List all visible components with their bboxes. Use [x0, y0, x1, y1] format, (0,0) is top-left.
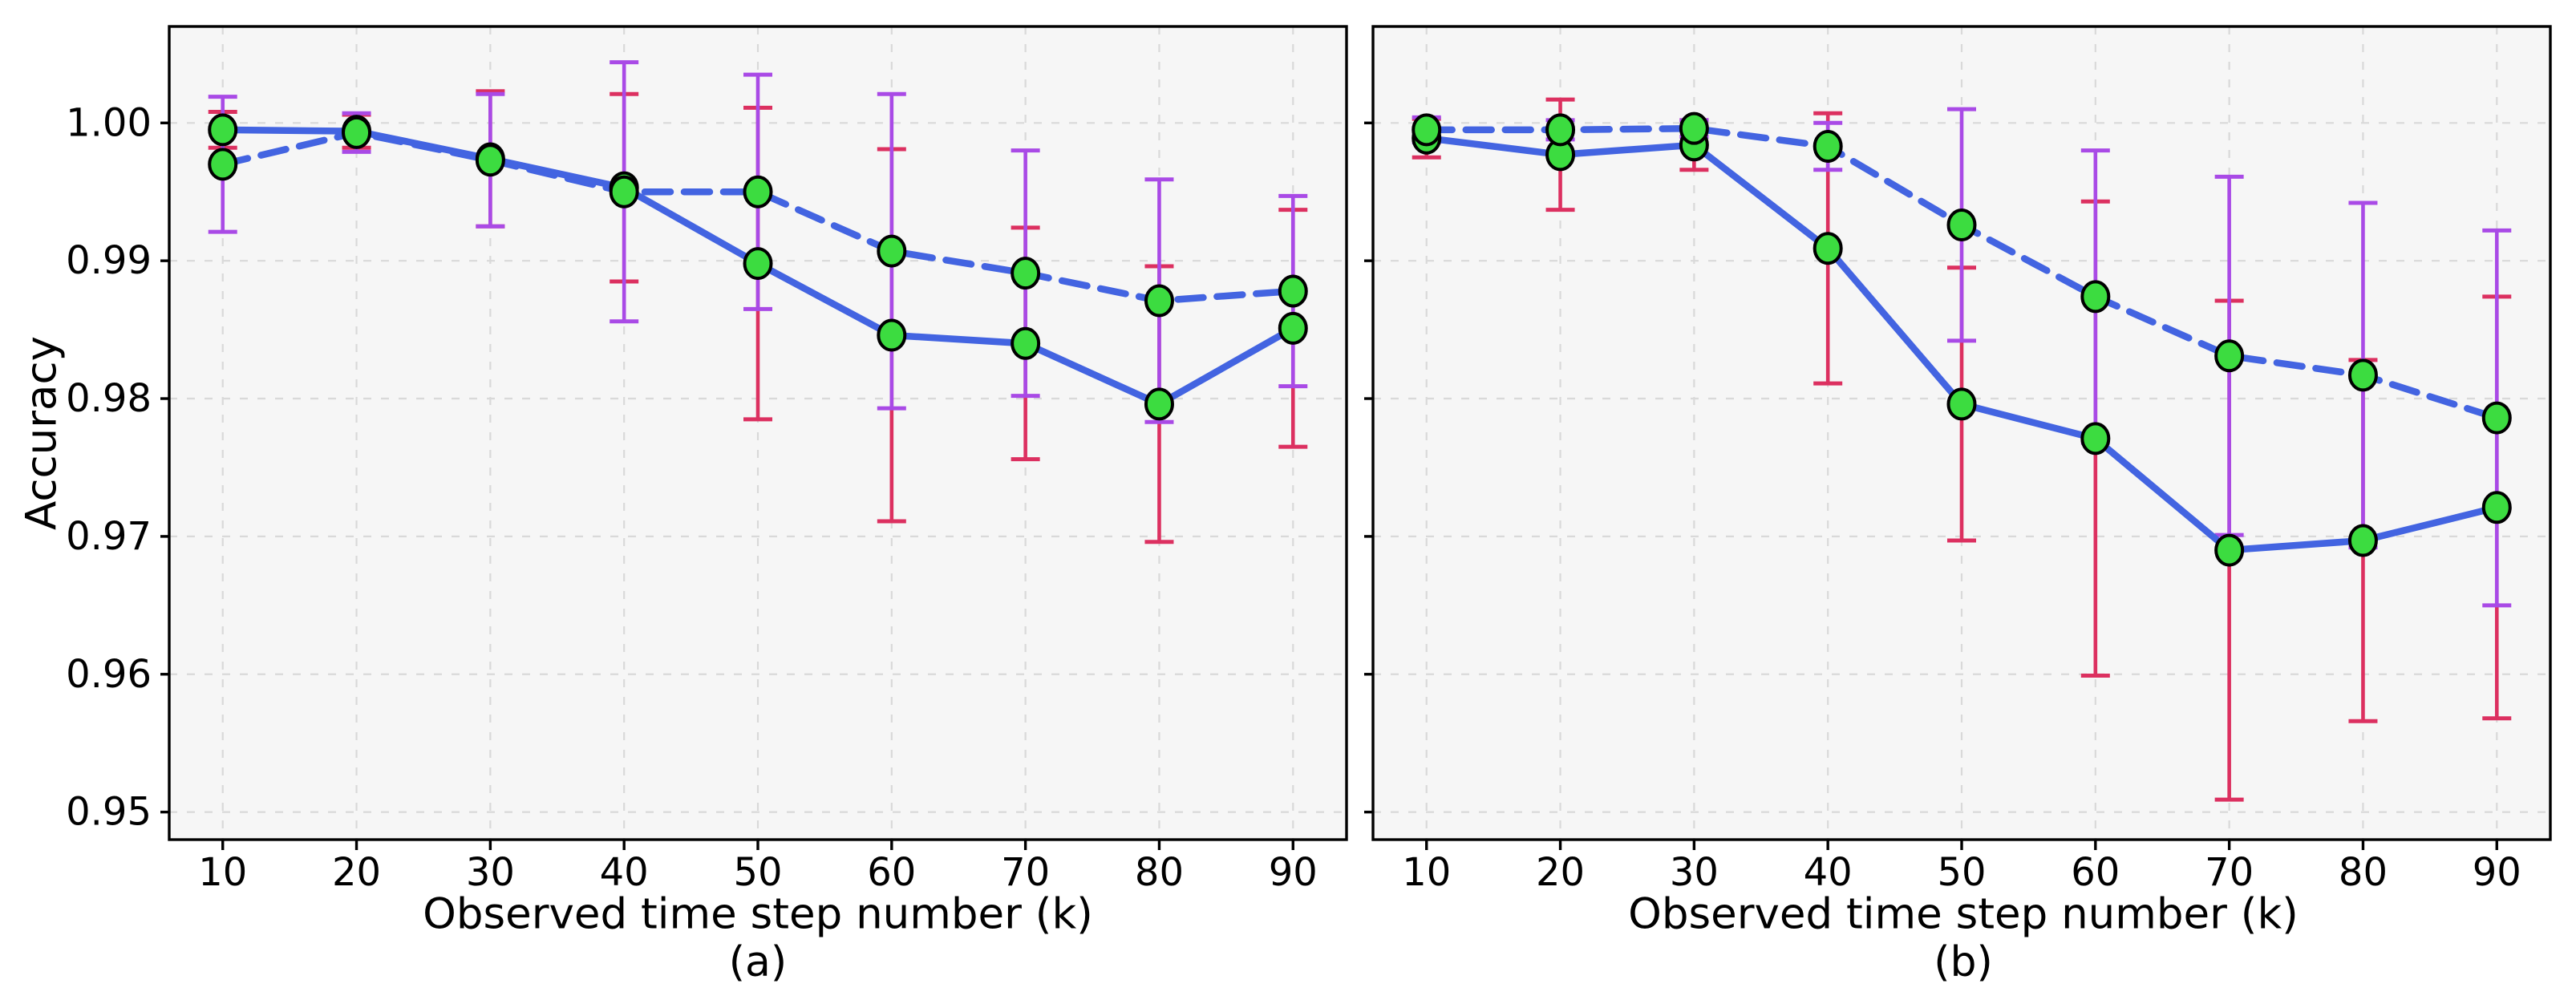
- x-tick-label: 20: [1536, 850, 1585, 895]
- y-ticks-b: [1364, 121, 1373, 814]
- x-tick-label: 40: [1804, 850, 1853, 895]
- x-tick-label: 60: [2071, 850, 2120, 895]
- data-marker: [1144, 284, 1174, 318]
- data-marker: [2080, 280, 2111, 314]
- data-marker: [342, 115, 372, 149]
- data-marker: [877, 234, 907, 268]
- data-marker: [2481, 401, 2512, 435]
- data-marker: [1946, 387, 1977, 421]
- data-marker: [1011, 326, 1041, 360]
- panel-b: 10 20 30 40 50 60 70 80 90: [1364, 25, 2552, 895]
- y-tick-label: 0.96: [66, 652, 152, 697]
- x-tick-label: 50: [1937, 850, 1986, 895]
- x-tick-label: 80: [2339, 850, 2388, 895]
- x-ticks-a: 10 20 30 40 50 60 70 80 90: [198, 840, 1318, 895]
- y-tick-label: 0.99: [66, 238, 152, 283]
- markers-dashed-line-a: [208, 115, 1308, 318]
- data-marker: [2347, 358, 2378, 392]
- data-marker: [1011, 257, 1041, 290]
- data-marker: [1946, 208, 1977, 241]
- caption-panel-b: (b): [1934, 938, 1993, 986]
- data-marker: [2214, 533, 2245, 567]
- x-tick-label: 30: [1670, 850, 1719, 895]
- data-marker: [208, 148, 238, 181]
- data-marker: [1813, 130, 1843, 164]
- x-tick-label: 70: [2205, 850, 2254, 895]
- data-marker: [2481, 491, 2512, 524]
- data-marker: [2080, 422, 2111, 455]
- data-marker: [1278, 274, 1308, 308]
- data-marker: [2347, 524, 2378, 557]
- x-tick-label: 10: [1402, 850, 1451, 895]
- data-marker: [743, 247, 773, 281]
- data-marker: [1679, 111, 1709, 145]
- data-marker: [743, 175, 773, 209]
- x-tick-label: 80: [1135, 850, 1184, 895]
- x-tick-label: 90: [1269, 850, 1318, 895]
- x-ticks-b: 10 20 30 40 50 60 70 80 90: [1402, 840, 2521, 895]
- x-tick-label: 30: [466, 850, 515, 895]
- y-tick-label: 1.00: [66, 100, 152, 145]
- data-marker: [208, 113, 238, 147]
- markers-dashed-line-b: [1412, 111, 2512, 435]
- x-tick-label: 90: [2473, 850, 2521, 895]
- caption-panel-a: (a): [728, 938, 788, 986]
- y-axis-label: Accuracy: [17, 336, 67, 530]
- y-tick-label: 0.95: [66, 790, 152, 835]
- x-tick-label: 20: [332, 850, 381, 895]
- data-marker: [609, 175, 639, 209]
- series-dashed-line-a: [219, 129, 1297, 305]
- x-axis-label-panel-b: Observed time step number (k): [1628, 889, 2299, 939]
- data-marker: [1144, 387, 1174, 421]
- x-tick-label: 60: [867, 850, 916, 895]
- data-marker: [1278, 311, 1308, 345]
- data-marker: [1412, 113, 1442, 147]
- y-tick-label: 0.98: [66, 376, 152, 421]
- data-marker: [475, 144, 505, 177]
- y-tick-label: 0.97: [66, 514, 152, 559]
- x-tick-label: 50: [733, 850, 782, 895]
- data-marker: [1813, 232, 1843, 265]
- y-ticks-a: 0.95 0.96 0.97 0.98 0.99 1.00: [66, 100, 169, 835]
- data-marker: [2214, 339, 2245, 373]
- x-axis-label-panel-a: Observed time step number (k): [423, 889, 1093, 939]
- x-tick-label: 70: [1001, 850, 1050, 895]
- data-marker: [877, 318, 907, 352]
- panel-a: 10 20 30 40 50 60 70 80 90 0.95 0.96 0.97 0.98 0.99 1.…: [66, 25, 1348, 895]
- x-tick-label: 10: [198, 850, 247, 895]
- x-tick-label: 40: [600, 850, 649, 895]
- data-marker: [1545, 113, 1576, 147]
